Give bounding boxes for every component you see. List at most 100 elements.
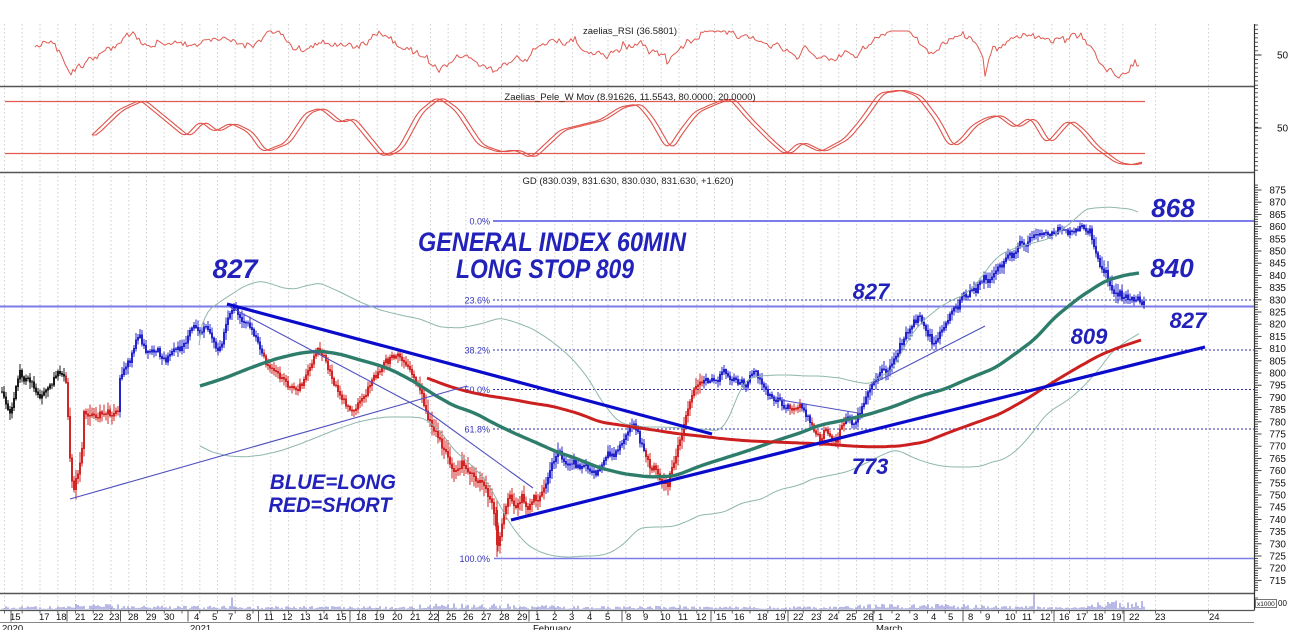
svg-text:2021: 2021 bbox=[190, 624, 211, 631]
svg-text:12: 12 bbox=[1040, 612, 1051, 623]
svg-text:827: 827 bbox=[212, 254, 259, 284]
svg-text:15: 15 bbox=[716, 612, 727, 623]
svg-text:7: 7 bbox=[228, 612, 233, 623]
svg-text:780: 780 bbox=[1269, 417, 1286, 428]
svg-text:770: 770 bbox=[1269, 442, 1286, 453]
svg-text:3: 3 bbox=[569, 612, 574, 623]
svg-text:735: 735 bbox=[1269, 527, 1286, 538]
svg-text:740: 740 bbox=[1269, 515, 1286, 526]
svg-text:8: 8 bbox=[246, 612, 251, 623]
svg-text:4: 4 bbox=[194, 612, 199, 623]
svg-text:30: 30 bbox=[164, 612, 175, 623]
svg-text:22: 22 bbox=[428, 612, 439, 623]
svg-text:4: 4 bbox=[587, 612, 592, 623]
svg-text:x1000: x1000 bbox=[1257, 601, 1275, 608]
svg-text:00: 00 bbox=[1278, 599, 1287, 608]
svg-text:15: 15 bbox=[10, 612, 21, 623]
svg-text:19: 19 bbox=[374, 612, 385, 623]
svg-text:11: 11 bbox=[264, 612, 274, 623]
svg-text:2: 2 bbox=[552, 612, 557, 623]
svg-text:21: 21 bbox=[410, 612, 421, 623]
svg-text:775: 775 bbox=[1269, 430, 1286, 441]
svg-text:845: 845 bbox=[1269, 259, 1286, 270]
svg-text:28: 28 bbox=[499, 612, 510, 623]
svg-text:1: 1 bbox=[535, 612, 540, 623]
svg-text:23: 23 bbox=[811, 612, 822, 623]
svg-text:26: 26 bbox=[863, 612, 874, 623]
svg-text:835: 835 bbox=[1269, 283, 1286, 294]
svg-text:800: 800 bbox=[1269, 369, 1286, 380]
svg-text:23: 23 bbox=[1155, 612, 1166, 623]
svg-text:LONG STOP 809: LONG STOP 809 bbox=[456, 254, 634, 284]
svg-text:15: 15 bbox=[336, 612, 347, 623]
svg-text:25: 25 bbox=[846, 612, 857, 623]
svg-text:875: 875 bbox=[1269, 186, 1286, 197]
svg-text:100.0%: 100.0% bbox=[459, 554, 490, 564]
svg-text:18: 18 bbox=[356, 612, 367, 623]
svg-text:9: 9 bbox=[643, 612, 648, 623]
svg-text:827: 827 bbox=[1170, 308, 1208, 333]
svg-text:March: March bbox=[876, 624, 902, 631]
svg-text:825: 825 bbox=[1269, 308, 1286, 319]
svg-text:745: 745 bbox=[1269, 503, 1286, 514]
svg-text:720: 720 bbox=[1269, 564, 1286, 575]
svg-text:23: 23 bbox=[109, 612, 120, 623]
svg-text:755: 755 bbox=[1269, 478, 1286, 489]
svg-text:868: 868 bbox=[1151, 193, 1195, 223]
svg-text:760: 760 bbox=[1269, 466, 1286, 477]
svg-text:2: 2 bbox=[895, 612, 900, 623]
svg-text:24: 24 bbox=[828, 612, 839, 623]
svg-text:12: 12 bbox=[696, 612, 707, 623]
svg-text:715: 715 bbox=[1269, 576, 1286, 587]
svg-text:773: 773 bbox=[852, 454, 889, 479]
svg-text:725: 725 bbox=[1269, 552, 1286, 563]
svg-text:765: 765 bbox=[1269, 454, 1286, 465]
svg-text:22: 22 bbox=[1129, 612, 1140, 623]
svg-text:820: 820 bbox=[1269, 320, 1286, 331]
svg-text:21: 21 bbox=[75, 612, 86, 623]
svg-text:16: 16 bbox=[1059, 612, 1070, 623]
svg-text:25: 25 bbox=[446, 612, 457, 623]
svg-text:805: 805 bbox=[1269, 356, 1286, 367]
svg-text:840: 840 bbox=[1150, 253, 1194, 283]
svg-text:855: 855 bbox=[1269, 234, 1286, 245]
svg-text:29: 29 bbox=[517, 612, 528, 623]
svg-text:19: 19 bbox=[775, 612, 786, 623]
svg-text:865: 865 bbox=[1269, 210, 1286, 221]
svg-text:22: 22 bbox=[793, 612, 804, 623]
svg-text:4: 4 bbox=[931, 612, 936, 623]
svg-text:February: February bbox=[533, 624, 571, 631]
svg-text:827: 827 bbox=[853, 279, 891, 304]
svg-text:11: 11 bbox=[678, 612, 688, 623]
svg-text:730: 730 bbox=[1269, 539, 1286, 550]
svg-text:11: 11 bbox=[1022, 612, 1032, 623]
svg-text:3: 3 bbox=[913, 612, 918, 623]
svg-text:18: 18 bbox=[1093, 612, 1104, 623]
svg-text:38.2%: 38.2% bbox=[464, 346, 490, 356]
svg-text:22: 22 bbox=[93, 612, 104, 623]
svg-text:17: 17 bbox=[39, 612, 50, 623]
svg-text:8: 8 bbox=[626, 612, 631, 623]
svg-text:830: 830 bbox=[1269, 295, 1286, 306]
svg-text:GENERAL INDEX 60MIN: GENERAL INDEX 60MIN bbox=[418, 227, 686, 257]
svg-text:29: 29 bbox=[146, 612, 157, 623]
svg-text:RED=SHORT: RED=SHORT bbox=[269, 494, 394, 517]
svg-text:9: 9 bbox=[985, 612, 990, 623]
svg-text:BLUE=LONG: BLUE=LONG bbox=[270, 471, 396, 494]
svg-text:809: 809 bbox=[1071, 324, 1108, 349]
svg-text:61.8%: 61.8% bbox=[464, 425, 490, 435]
svg-text:23.6%: 23.6% bbox=[464, 296, 490, 306]
svg-text:10: 10 bbox=[660, 612, 671, 623]
svg-text:815: 815 bbox=[1269, 332, 1286, 343]
svg-text:24: 24 bbox=[1209, 612, 1220, 623]
svg-text:19: 19 bbox=[1111, 612, 1122, 623]
svg-text:790: 790 bbox=[1269, 393, 1286, 404]
svg-text:50: 50 bbox=[1277, 124, 1289, 135]
svg-text:5: 5 bbox=[948, 612, 953, 623]
svg-text:1: 1 bbox=[878, 612, 883, 623]
svg-text:Zaelias_Pele_W Mov (8.91626, 1: Zaelias_Pele_W Mov (8.91626, 11.5543, 80… bbox=[504, 92, 755, 103]
svg-text:10: 10 bbox=[1005, 612, 1016, 623]
svg-text:50.0%: 50.0% bbox=[464, 385, 490, 395]
svg-text:zaelias_RSI (36.5801): zaelias_RSI (36.5801) bbox=[583, 26, 677, 37]
svg-text:14: 14 bbox=[318, 612, 329, 623]
